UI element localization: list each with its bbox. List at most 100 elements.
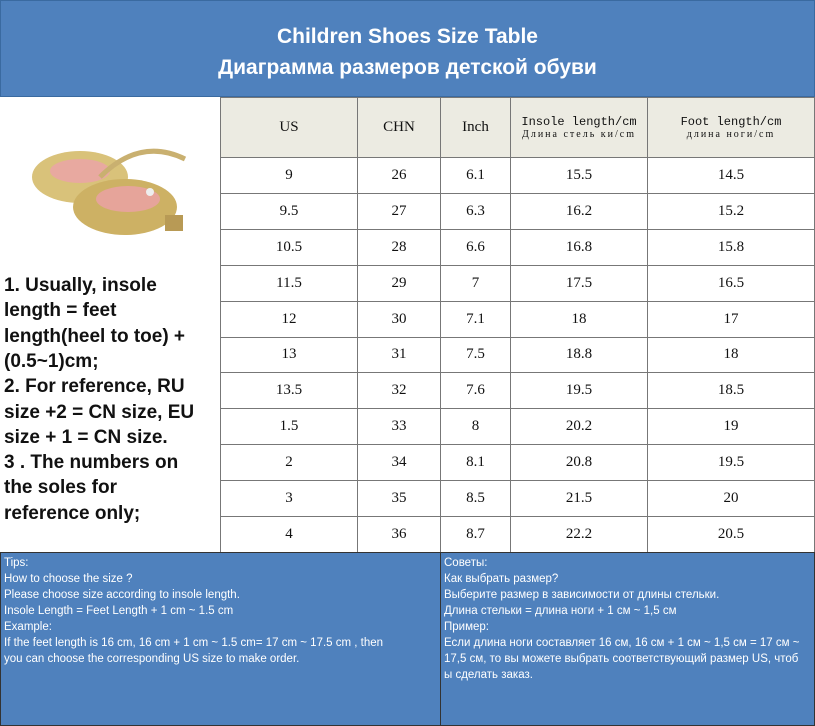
- cell-text: 7: [471, 274, 480, 291]
- table-cell: 20.5: [647, 516, 815, 553]
- tip-line: Tips:: [4, 557, 29, 569]
- table-cell: 20.8: [510, 444, 648, 482]
- shoe-image: [32, 148, 187, 235]
- note-line: (0.5~1)cm;: [4, 350, 99, 372]
- cell-text: 10.5: [275, 238, 303, 255]
- cell-text: 20.8: [565, 454, 593, 471]
- table-cell: 20: [647, 480, 815, 518]
- table-cell: 2: [220, 444, 358, 482]
- table-cell: 12: [220, 300, 358, 338]
- table-cell: 8.5: [440, 480, 511, 518]
- cell-text: 8.7: [466, 526, 485, 543]
- cell-text: 31: [391, 346, 407, 363]
- tips-en: Tips: How to choose the size ? Please choo…: [0, 552, 441, 726]
- table-cell: 36: [357, 516, 441, 553]
- cell-text: 4: [285, 526, 293, 543]
- table-cell: 9.5: [220, 192, 358, 230]
- table-cell: 29: [357, 264, 441, 302]
- table-cell: 14.5: [647, 157, 815, 194]
- table-cell: 8.7: [440, 516, 511, 553]
- cell-text: 30: [391, 310, 407, 327]
- tip-line: Example:: [4, 621, 52, 633]
- cell-text: 13: [281, 346, 297, 363]
- table-cell: 26: [357, 157, 441, 194]
- table-cell: 18.8: [510, 336, 648, 374]
- table-cell: 17.5: [510, 264, 648, 302]
- table-cell: 18.5: [647, 372, 815, 410]
- table-cell: 7.6: [440, 372, 511, 410]
- cell-text: 7.5: [466, 346, 485, 363]
- header-text: Длина стель ки/cm: [522, 128, 636, 140]
- cell-text: 12: [281, 310, 297, 327]
- tip-line: Длина стельки = длина ноги + 1 см ~ 1,5 …: [444, 605, 677, 617]
- tip-line: Please choose size according to insole l…: [4, 589, 240, 601]
- cell-text: 35: [391, 490, 407, 507]
- cell-text: 18: [571, 310, 587, 327]
- cell-text: 21.5: [565, 490, 593, 507]
- cell-text: 8.5: [466, 490, 485, 507]
- header-cell: US: [220, 97, 358, 158]
- table-cell: 15.5: [510, 157, 648, 194]
- note-line: 3 . The numbers on: [4, 452, 179, 474]
- table-cell: 7.1: [440, 300, 511, 338]
- tip-line: 17,5 см, то вы можете выбрать соответств…: [444, 653, 799, 665]
- tip-line: Выберите размер в зависимости от длины с…: [444, 589, 720, 601]
- tip-line: Как выбрать размер?: [444, 573, 559, 585]
- cell-text: 13.5: [275, 382, 303, 399]
- cell-text: 18.8: [565, 346, 593, 363]
- header-cell: Inch: [440, 97, 511, 158]
- tip-line: How to choose the size ?: [4, 573, 133, 585]
- cell-text: 16.2: [565, 202, 593, 219]
- cell-text: 18.5: [717, 382, 745, 399]
- table-cell: 13: [220, 336, 358, 374]
- table-cell: 21.5: [510, 480, 648, 518]
- table-cell: 6.1: [440, 157, 511, 194]
- cell-text: 20: [723, 490, 739, 507]
- cell-text: 1.5: [279, 418, 299, 435]
- table-cell: 17: [647, 300, 815, 338]
- cell-text: 28: [391, 238, 407, 255]
- subtitle: Диаграмма размеров детской обуви: [218, 56, 597, 79]
- tip-line: Пример:: [444, 621, 489, 633]
- header-text: US: [279, 119, 299, 135]
- cell-text: 34: [391, 454, 407, 471]
- cell-text: 8.1: [466, 454, 485, 471]
- header: Children Shoes Size Table Диаграмма разм…: [0, 0, 815, 97]
- table-cell: 32: [357, 372, 441, 410]
- table-cell: 35: [357, 480, 441, 518]
- header-text: Inch: [462, 119, 489, 135]
- cell-text: 6.1: [466, 166, 485, 183]
- table-cell: 16.5: [647, 264, 815, 302]
- cell-text: 3: [285, 490, 293, 507]
- table-cell: 16.8: [510, 228, 648, 266]
- note-line: 1. Usually, insole: [4, 275, 157, 296]
- tip-line: Если длина ноги составляет 16 см, 16 см …: [444, 637, 800, 649]
- cell-text: 29: [391, 274, 407, 291]
- cell-text: 15.2: [717, 202, 745, 219]
- table-cell: 28: [357, 228, 441, 266]
- table-cell: 6.6: [440, 228, 511, 266]
- cell-text: 36: [391, 526, 407, 543]
- cell-text: 22.2: [565, 526, 593, 543]
- note-line: length = feet: [4, 300, 117, 322]
- table-cell: 9: [220, 157, 358, 194]
- cell-text: 15.8: [717, 238, 745, 255]
- cell-text: 32: [391, 382, 407, 399]
- table-cell: 18: [510, 300, 648, 338]
- note-line: size +2 = CN size, EU: [4, 401, 195, 423]
- table-cell: 18: [647, 336, 815, 374]
- header-text: Foot length/cm: [680, 114, 782, 129]
- tip-line: If the feet length is 16 cm, 16 cm + 1 c…: [4, 637, 384, 649]
- table-cell: 8: [440, 408, 511, 446]
- cell-text: 27: [391, 202, 407, 219]
- header-text: Insole length/cm: [521, 114, 637, 129]
- cell-text: 26: [391, 166, 407, 183]
- cell-text: 8: [471, 418, 480, 435]
- cell-text: 15.5: [565, 166, 593, 183]
- table-cell: 11.5: [220, 264, 358, 302]
- header-text: длина ноги/cm: [686, 128, 776, 140]
- tips-ru: Советы: Как выбрать размер? Выберите разме…: [440, 552, 815, 726]
- table-cell: 19: [647, 408, 815, 446]
- cell-text: 7.1: [466, 310, 485, 327]
- table-cell: 4: [220, 516, 358, 553]
